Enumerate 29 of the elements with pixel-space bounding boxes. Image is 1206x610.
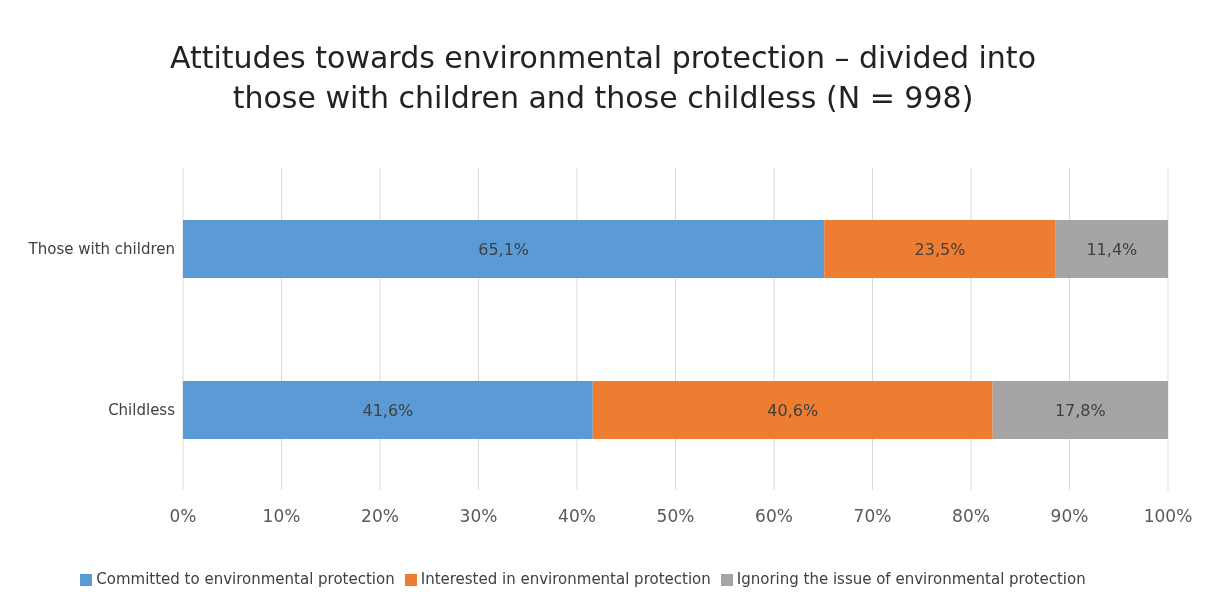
bar: [183, 381, 593, 439]
legend-label: Interested in environmental protection: [420, 570, 711, 588]
legend-label: Committed to environmental protection: [96, 570, 395, 588]
x-tick-label: 10%: [262, 506, 301, 527]
data-label: 40,6%: [767, 400, 819, 420]
data-label: 65,1%: [478, 239, 530, 259]
data-label: 17,8%: [1054, 400, 1106, 420]
bar: [824, 220, 1056, 278]
data-label: 23,5%: [914, 239, 966, 259]
y-tick-label: Childless: [108, 400, 176, 419]
x-tick-label: 0%: [169, 506, 197, 527]
legend-label: Ignoring the issue of environmental protection: [736, 570, 1086, 588]
chart-title: Attitudes towards environmental protection – divided into those with children and those childless (N = 998): [169, 39, 1037, 117]
x-tick-label: 20%: [361, 506, 399, 527]
x-tick-label: 90%: [1050, 506, 1089, 527]
x-tick-label: 80%: [952, 506, 990, 527]
bar: [1055, 220, 1168, 278]
x-tick-label: 60%: [755, 506, 793, 527]
bar: [992, 381, 1168, 439]
y-tick-label: Those with children: [27, 239, 175, 258]
bar: [592, 381, 993, 439]
x-tick-label: 70%: [853, 506, 892, 527]
bar: [183, 220, 825, 278]
x-tick-label: 40%: [558, 506, 596, 527]
x-tick-label: 50%: [656, 506, 695, 527]
x-tick-label: 30%: [459, 506, 498, 527]
data-label: 41,6%: [362, 400, 414, 420]
data-label: 11,4%: [1086, 239, 1138, 259]
x-tick-label: 100%: [1143, 506, 1193, 527]
